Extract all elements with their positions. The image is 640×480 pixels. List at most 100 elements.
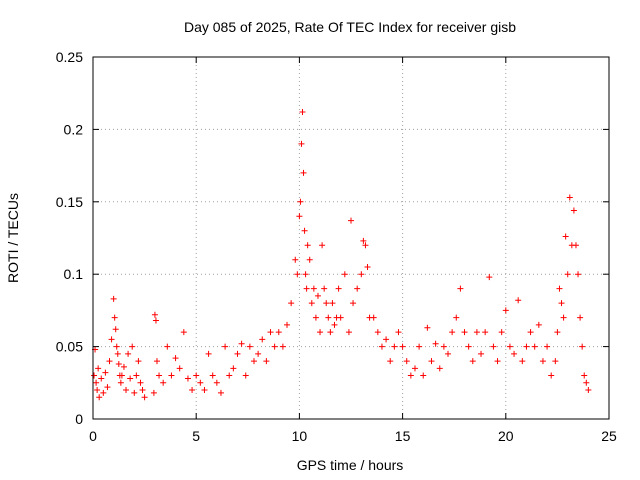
data-point [585,387,592,394]
data-point [577,314,584,321]
data-point [554,329,561,336]
data-point [153,358,160,365]
data-point [403,358,410,365]
data-point [345,329,352,336]
data-point [575,271,582,278]
data-point [110,295,117,302]
data-point [91,372,98,379]
data-point [226,372,233,379]
data-point [160,379,167,386]
data-point [141,394,148,401]
data-point [424,324,431,331]
data-point [193,372,200,379]
data-point [391,343,398,350]
data-point [152,317,159,324]
data-point [432,340,439,347]
data-point [263,358,270,365]
data-point [123,387,130,394]
gridlines [93,57,609,419]
data-point [135,358,142,365]
data-point [298,140,305,147]
data-point [445,350,452,357]
y-tick-label: 0.1 [64,266,84,282]
data-point [118,372,125,379]
data-point [360,237,367,244]
data-point [168,372,175,379]
data-point [370,314,377,321]
data-point [358,271,365,278]
data-point [556,285,563,292]
data-point [296,213,303,220]
data-point [411,365,418,372]
data-point [98,375,105,382]
data-point [494,358,501,365]
data-point [341,271,348,278]
data-point [478,350,485,357]
data-point [436,365,443,372]
data-point [151,311,158,318]
data-point [490,343,497,350]
data-point [325,314,332,321]
data-point [348,217,354,224]
data-point [564,271,571,278]
data-point [250,358,257,365]
x-tick-label: 0 [89,428,97,444]
data-point [314,292,321,299]
data-point [395,329,402,336]
data-point [255,350,262,357]
data-point [120,363,127,370]
data-point [548,372,555,379]
x-axis-label: GPS time / hours [297,457,404,473]
data-point [457,285,464,292]
data-point [387,358,394,365]
data-point [267,329,274,336]
data-point [523,343,530,350]
data-point [172,355,179,362]
data-point [125,350,132,357]
data-point [197,379,204,386]
data-point [115,360,122,367]
data-point [297,198,304,205]
y-tick-label: 0 [75,411,83,427]
data-point [129,343,136,350]
data-point [284,321,291,328]
data-point [566,194,573,201]
plot-frame [92,56,610,420]
data-point [552,358,559,365]
data-point [94,387,101,394]
data-point [511,350,518,357]
data-point [515,297,522,304]
data-point [440,343,447,350]
data-point [407,372,414,379]
data-point [294,271,301,278]
data-point [279,343,286,350]
data-point [189,387,196,394]
data-point [150,389,157,396]
data-point [234,350,241,357]
data-point [292,256,299,263]
data-point [506,343,513,350]
y-tick-label: 0.25 [56,49,83,65]
data-point [428,358,435,365]
data-point [302,271,309,278]
x-tick-label: 20 [498,428,514,444]
data-point [482,329,489,336]
data-point [560,314,567,321]
data-point [579,343,586,350]
data-point [213,379,220,386]
data-point [306,256,313,263]
data-point [217,389,224,396]
data-point [321,285,328,292]
data-point [337,314,344,321]
data-point [327,329,334,336]
data-point [364,263,371,270]
data-point [312,314,319,321]
data-point [319,242,326,249]
data-point [583,379,590,386]
data-point [383,336,390,343]
data-point [535,321,542,328]
data-point [164,343,171,350]
data-point [303,285,310,292]
data-point [95,365,102,372]
data-point [486,274,493,281]
